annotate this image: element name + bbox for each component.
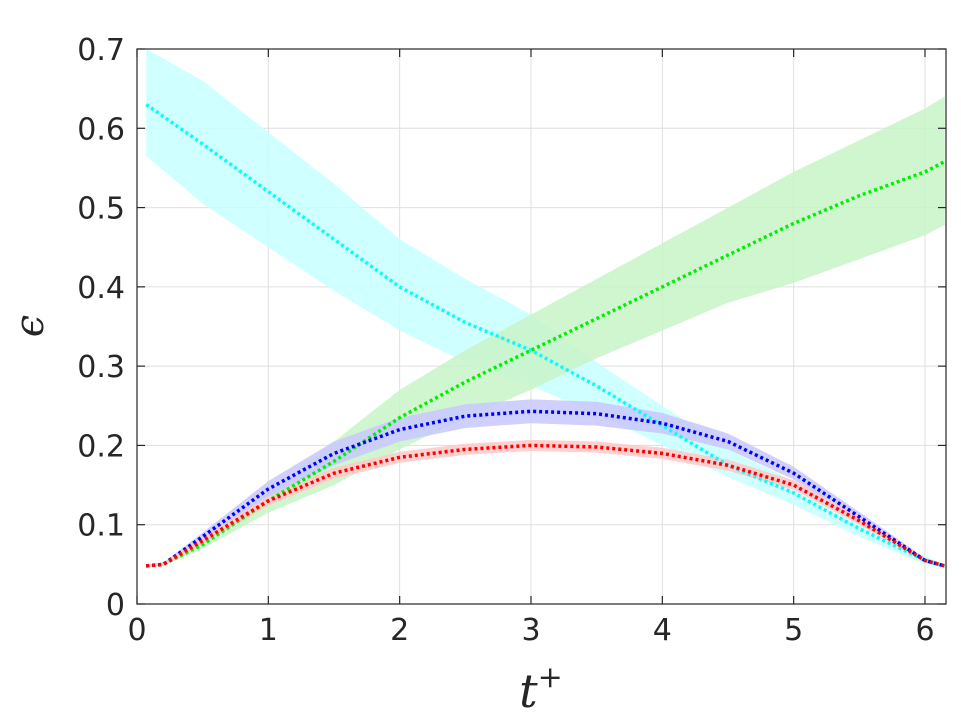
- x-tick-label: 2: [390, 613, 409, 648]
- series-2-line: [146, 409, 946, 568]
- y-tick-labels: 0 0.1 0.2 0.3 0.4 0.5 0.6 0.7: [77, 33, 125, 623]
- x-tick-label: 6: [915, 613, 934, 648]
- y-tick-label: 0.3: [77, 350, 125, 385]
- series-2-band: [146, 399, 945, 568]
- y-tick-label: 0: [106, 588, 125, 623]
- y-tick-label: 0.2: [77, 429, 125, 464]
- x-tick-label: 3: [521, 613, 540, 648]
- x-axis-label-sup: +: [538, 660, 563, 695]
- x-tick-label: 0: [127, 613, 146, 648]
- x-tick-label: 1: [259, 613, 278, 648]
- x-tick-labels: 0 1 2 3 4 5 6: [127, 613, 934, 648]
- plot-frame: [136, 48, 947, 605]
- y-tick-label: 0.7: [77, 33, 125, 68]
- y-tick-label: 0.5: [77, 192, 125, 227]
- series-lines: [145, 103, 946, 568]
- y-tick-label: 0.4: [77, 271, 125, 306]
- series-0-line: [145, 103, 946, 568]
- series-3-line: [146, 443, 946, 568]
- y-tick-label: 0.1: [77, 509, 125, 544]
- y-tick-label: 0.6: [77, 112, 125, 147]
- series-0-band: [146, 49, 945, 569]
- series-1-line: [146, 160, 946, 568]
- x-tick-label: 5: [784, 613, 803, 648]
- ticks: [136, 48, 946, 605]
- x-axis-label: t+: [519, 660, 563, 718]
- x-tick-label: 4: [653, 613, 672, 648]
- y-axis-label: ϵ: [7, 315, 53, 337]
- x-axis-label-base: t: [519, 664, 538, 718]
